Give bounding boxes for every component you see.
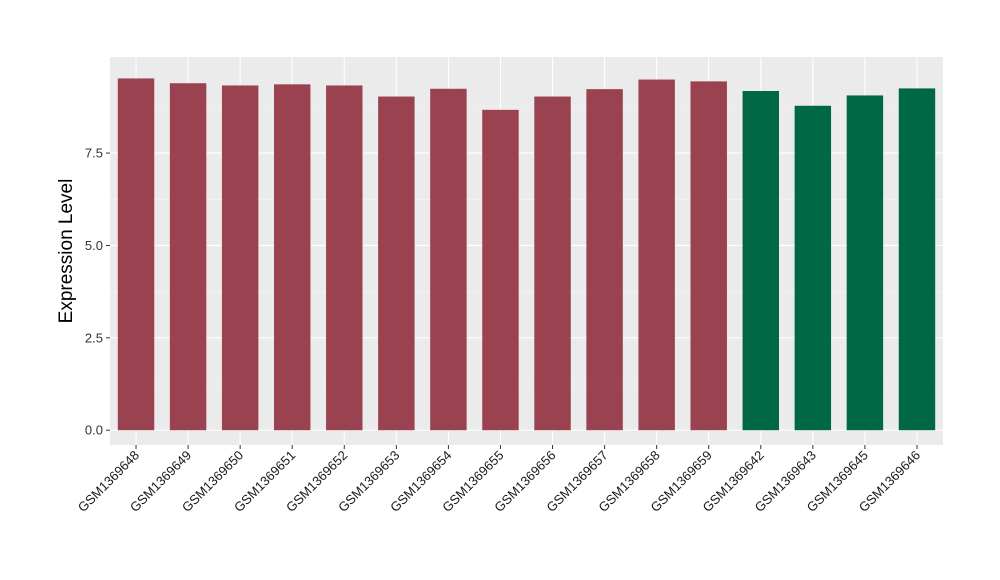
y-tick-label: 2.5 [85, 330, 103, 345]
bar-gsm1369643 [794, 105, 832, 431]
y-tick-label: 7.5 [85, 146, 103, 161]
bar-gsm1369649 [169, 83, 207, 431]
bar-gsm1369659 [690, 81, 727, 431]
bar-gsm1369658 [638, 79, 675, 431]
bar-gsm1369648 [117, 78, 155, 431]
bar-gsm1369652 [326, 85, 363, 431]
bar-gsm1369653 [378, 96, 415, 431]
bar-gsm1369655 [482, 109, 519, 431]
y-axis: 0.0 2.5 5.0 7.5 [85, 146, 110, 438]
bar-gsm1369657 [586, 89, 623, 431]
y-axis-title: Expression Level [56, 179, 77, 324]
y-tick-label: 0.0 [85, 423, 103, 438]
bar-gsm1369646 [898, 88, 936, 431]
bars [117, 78, 936, 431]
x-axis: GSM1369648GSM1369649GSM1369650GSM1369651… [75, 445, 923, 515]
bar-gsm1369650 [221, 85, 259, 431]
bar-gsm1369642 [742, 90, 780, 431]
bar-gsm1369654 [430, 88, 467, 431]
bar-gsm1369651 [273, 84, 311, 431]
bar-gsm1369645 [846, 95, 884, 431]
bar-gsm1369656 [534, 96, 571, 431]
y-tick-label: 5.0 [85, 238, 103, 253]
